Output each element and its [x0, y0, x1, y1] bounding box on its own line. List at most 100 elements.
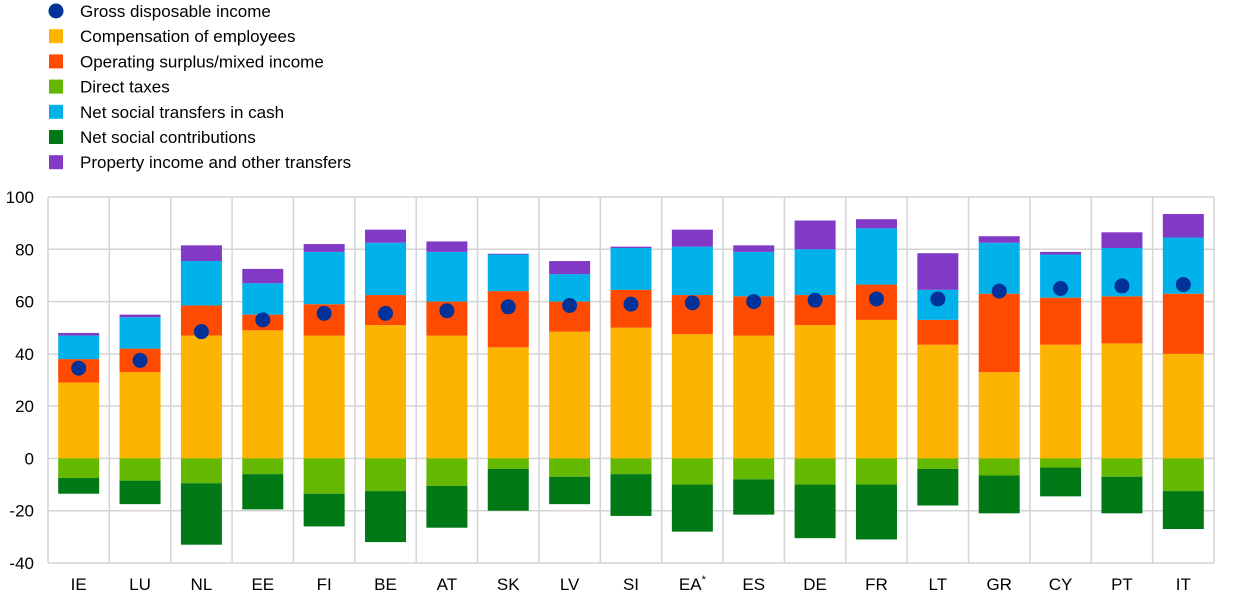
- bar-segment-net-social-transfers-in-cash: [242, 283, 284, 315]
- bar-segment-net-social-contributions: [119, 480, 161, 505]
- y-tick-label: 20: [15, 397, 34, 416]
- bar-segment-net-social-transfers-in-cash: [487, 254, 529, 292]
- bar-segment-net-social-contributions: [855, 484, 897, 540]
- bar-segment-direct-taxes: [58, 458, 100, 479]
- bar-segment-net-social-transfers-in-cash: [549, 274, 591, 302]
- gdi-marker: [193, 324, 209, 340]
- bar-segment-compensation-of-employees: [180, 335, 222, 459]
- bar-segment-direct-taxes: [180, 458, 222, 484]
- bar-segment-net-social-contributions: [794, 484, 836, 539]
- bar-segment-property-income-and-other-transfers: [794, 220, 836, 250]
- gdi-marker: [868, 291, 884, 307]
- bar-segment-compensation-of-employees: [242, 330, 284, 459]
- bar-segment-property-income-and-other-transfers: [855, 219, 897, 229]
- x-tick-label: IT: [1176, 575, 1191, 594]
- legend-label: Direct taxes: [80, 78, 170, 97]
- legend-swatch: [49, 130, 63, 144]
- legend-label: Compensation of employees: [80, 27, 295, 46]
- bar-segment-property-income-and-other-transfers: [1040, 251, 1082, 255]
- bar-segment-compensation-of-employees: [1162, 353, 1204, 459]
- legend-swatch: [49, 29, 63, 44]
- y-tick-label: -40: [9, 554, 34, 573]
- bar-segment-direct-taxes: [733, 458, 775, 480]
- bar-segment-direct-taxes: [855, 458, 897, 485]
- bar-segment-property-income-and-other-transfers: [180, 245, 222, 262]
- bar-segment-net-social-contributions: [917, 468, 959, 506]
- bar-segment-net-social-contributions: [180, 483, 222, 545]
- gdi-marker: [71, 360, 87, 376]
- x-tick-label: FR: [865, 575, 888, 594]
- bar-segment-compensation-of-employees: [58, 382, 100, 459]
- bar-segment-operating-surplus-mixed-income: [978, 293, 1020, 373]
- bar-segment-net-social-transfers-in-cash: [610, 247, 652, 290]
- x-tick-label: SK: [497, 575, 520, 594]
- bar-segment-compensation-of-employees: [733, 335, 775, 459]
- x-tick-label: LT: [929, 575, 948, 594]
- y-axis: -40 -20 0 20 40 60 80 100: [6, 188, 34, 573]
- bar-segment-property-income-and-other-transfers: [365, 229, 407, 243]
- bar-segment-net-social-contributions: [303, 493, 345, 527]
- gdi-marker: [746, 294, 762, 310]
- bar-segment-property-income-and-other-transfers: [610, 246, 652, 248]
- bar-segment-operating-surplus-mixed-income: [1101, 296, 1143, 344]
- gdi-marker: [807, 292, 823, 308]
- bar-segment-net-social-contributions: [242, 474, 284, 510]
- bar-segment-compensation-of-employees: [671, 334, 713, 459]
- x-tick-label: EA*: [679, 574, 707, 594]
- bar-segment-net-social-contributions: [58, 478, 100, 494]
- bar-segment-direct-taxes: [119, 458, 161, 481]
- y-tick-label: 100: [6, 188, 34, 207]
- bar-segment-direct-taxes: [1162, 458, 1204, 492]
- x-axis: IE LU NL EE FI BE AT SK LV SI EA* ES DE FR LT GR CY PT IT: [71, 574, 1191, 594]
- bar-segment-net-social-transfers-in-cash: [426, 251, 468, 302]
- x-tick-label: FI: [317, 575, 332, 594]
- x-tick-label: LV: [560, 575, 580, 594]
- x-tick-label: AT: [437, 575, 457, 594]
- y-tick-label: 0: [25, 449, 34, 468]
- bar-segment-net-social-contributions: [1040, 467, 1082, 497]
- legend-label: Operating surplus/mixed income: [80, 52, 324, 71]
- gdi-marker: [684, 295, 700, 311]
- legend-label: Net social contributions: [80, 128, 256, 147]
- gdi-marker: [500, 299, 516, 315]
- bar-segment-direct-taxes: [242, 458, 284, 475]
- bar-segment-net-social-contributions: [549, 476, 591, 505]
- bar-segment-compensation-of-employees: [119, 372, 161, 459]
- bar-segment-direct-taxes: [365, 458, 407, 492]
- gdi-marker: [439, 303, 455, 319]
- bar-segment-direct-taxes: [794, 458, 836, 485]
- gdi-marker: [991, 283, 1007, 299]
- bar-segment-direct-taxes: [1101, 458, 1143, 477]
- bar-segment-property-income-and-other-transfers: [733, 245, 775, 252]
- bar-segment-net-social-transfers-in-cash: [671, 246, 713, 296]
- bar-segment-direct-taxes: [303, 458, 345, 494]
- gdi-marker: [562, 297, 578, 313]
- legend-marker-dot: [48, 3, 64, 19]
- bar-segment-net-social-contributions: [1101, 476, 1143, 514]
- x-tick-label: DE: [803, 575, 827, 594]
- bar-segment-net-social-contributions: [426, 485, 468, 528]
- legend-label: Gross disposable income: [80, 2, 271, 21]
- y-tick-label: 40: [15, 345, 34, 364]
- y-tick-label: 60: [15, 293, 34, 312]
- bar-segment-operating-surplus-mixed-income: [917, 319, 959, 345]
- bar-segment-direct-taxes: [671, 458, 713, 485]
- bar-segment-compensation-of-employees: [1040, 344, 1082, 459]
- bars: [58, 213, 1204, 545]
- legend-swatch: [49, 79, 63, 94]
- gdi-marker: [623, 296, 639, 312]
- bar-segment-compensation-of-employees: [610, 327, 652, 459]
- bar-segment-property-income-and-other-transfers: [58, 332, 100, 336]
- bar-segment-property-income-and-other-transfers: [978, 236, 1020, 243]
- bar-segment-direct-taxes: [978, 458, 1020, 476]
- bar-segment-net-social-transfers-in-cash: [303, 251, 345, 305]
- bar-segment-compensation-of-employees: [978, 372, 1020, 459]
- bar-segment-net-social-transfers-in-cash: [794, 249, 836, 296]
- bar-segment-net-social-transfers-in-cash: [733, 251, 775, 297]
- bar-segment-property-income-and-other-transfers: [119, 314, 161, 318]
- bar-segment-net-social-contributions: [365, 491, 407, 543]
- bar-segment-net-social-contributions: [1162, 491, 1204, 530]
- bar-segment-compensation-of-employees: [365, 325, 407, 459]
- bar-segment-compensation-of-employees: [303, 335, 345, 459]
- bar-segment-net-social-contributions: [671, 484, 713, 532]
